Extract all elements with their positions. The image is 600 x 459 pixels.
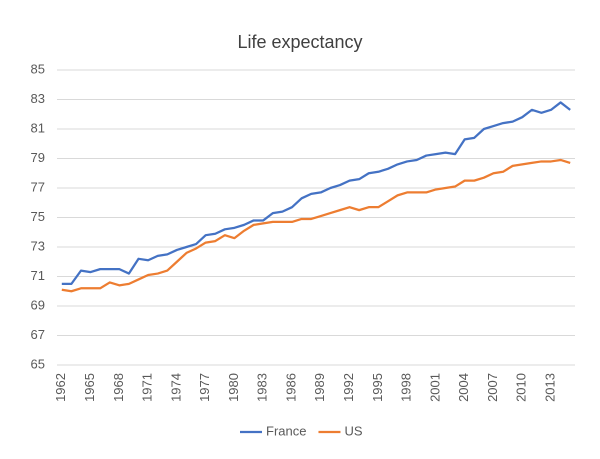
y-tick-label: 85 — [31, 61, 45, 76]
line-series — [61, 101, 571, 286]
legend-label: US — [344, 423, 362, 438]
y-tick-label: 77 — [31, 179, 45, 194]
x-tick-label: 1998 — [399, 373, 414, 402]
x-tick-label: 1962 — [53, 373, 68, 402]
x-tick-label: 1983 — [255, 373, 270, 402]
x-tick-label: 1989 — [312, 373, 327, 402]
y-tick-label: 75 — [31, 209, 45, 224]
y-tick-label: 65 — [31, 356, 45, 371]
x-tick-label: 1971 — [140, 373, 155, 402]
x-tick-label: 1992 — [341, 373, 356, 402]
y-tick-label: 71 — [31, 268, 45, 283]
y-tick-label: 73 — [31, 238, 45, 253]
x-tick-label: 2010 — [514, 373, 529, 402]
chart-title: Life expectancy — [237, 32, 362, 52]
x-tick-label: 1977 — [197, 373, 212, 402]
x-tick-label: 1980 — [226, 373, 241, 402]
x-tick-label: 1995 — [370, 373, 385, 402]
legend-label: France — [266, 423, 306, 438]
y-tick-label: 79 — [31, 150, 45, 165]
line-series — [61, 158, 571, 293]
y-tick-label: 67 — [31, 327, 45, 342]
x-tick-label: 2013 — [542, 373, 557, 402]
y-tick-label: 69 — [31, 297, 45, 312]
x-tick-label: 2001 — [427, 373, 442, 402]
x-tick-label: 1974 — [168, 373, 183, 402]
y-tick-label: 81 — [31, 120, 45, 135]
x-tick-label: 1986 — [283, 373, 298, 402]
x-tick-label: 2007 — [485, 373, 500, 402]
x-tick-label: 2004 — [456, 373, 471, 402]
y-tick-label: 83 — [31, 91, 45, 106]
x-tick-label: 1965 — [82, 373, 97, 402]
x-tick-label: 1968 — [111, 373, 126, 402]
